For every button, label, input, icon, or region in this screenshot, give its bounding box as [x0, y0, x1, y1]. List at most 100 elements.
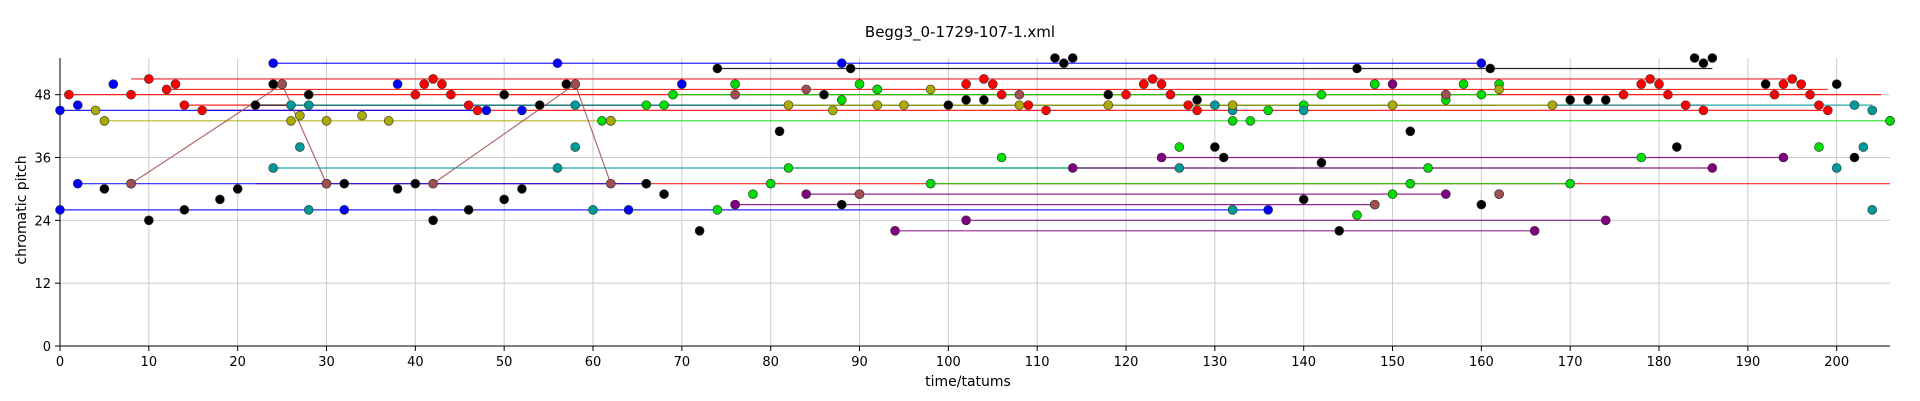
series-2-point	[1583, 95, 1593, 105]
series-2-point	[250, 100, 261, 110]
x-tick-label: 190	[1735, 355, 1760, 370]
series-2-point	[1298, 194, 1309, 205]
series-0-point	[1165, 89, 1176, 100]
x-tick-label: 50	[496, 355, 513, 370]
series-5-point	[828, 105, 838, 116]
series-5-point	[1014, 100, 1025, 110]
series-2-point	[517, 184, 527, 194]
x-tick-label: 20	[229, 355, 246, 370]
series-5-point	[1227, 100, 1238, 110]
series-0-point	[1814, 100, 1824, 110]
series-5-point	[1547, 100, 1558, 110]
series-2-point	[232, 184, 243, 194]
series-3-point	[854, 79, 865, 89]
x-tick-label: 70	[674, 355, 691, 370]
series-4-point	[552, 163, 563, 173]
series-0-point	[1636, 79, 1647, 89]
series-1-point	[1476, 58, 1487, 69]
series-7-point	[605, 178, 616, 189]
series-3-point	[748, 189, 758, 199]
series-7-point	[428, 178, 438, 189]
series-4-point	[1867, 205, 1878, 215]
series-0-point	[996, 89, 1007, 100]
series-4-point	[303, 100, 314, 110]
series-3-point	[730, 79, 740, 89]
series-4-point	[1867, 105, 1878, 116]
series-7-point	[1014, 89, 1025, 100]
series-5-point	[90, 105, 101, 116]
series-7-point	[126, 178, 136, 189]
series-1-point	[836, 58, 847, 69]
y-tick-label: 36	[34, 151, 51, 166]
series-0-point	[1787, 74, 1798, 84]
series-2-point	[1192, 95, 1202, 105]
y-tick-label: 24	[34, 214, 51, 229]
series-1-point	[55, 205, 65, 215]
series-3-point	[1245, 116, 1256, 126]
series-3-point	[1352, 210, 1362, 220]
series-2-point	[1707, 53, 1718, 63]
x-tick-label: 110	[1025, 355, 1050, 370]
series-3-point	[1814, 142, 1824, 152]
series-6-point	[1600, 215, 1611, 226]
series-3-point	[765, 178, 776, 189]
series-7-line	[130, 83, 283, 185]
series-0-point	[1769, 89, 1780, 100]
y-tick-label: 12	[34, 277, 51, 292]
series-2-point	[463, 205, 474, 215]
series-4-point	[268, 163, 279, 173]
series-1-point	[552, 58, 563, 69]
series-2-point	[1565, 95, 1575, 105]
series-1-point	[392, 79, 403, 89]
series-3-point	[668, 89, 678, 100]
series-1-point	[339, 205, 350, 215]
x-tick-label: 200	[1824, 355, 1849, 370]
x-tick-label: 30	[318, 355, 335, 370]
y-tick-label: 0	[43, 340, 51, 355]
series-0-point	[179, 100, 190, 110]
series-5-point	[899, 100, 909, 110]
series-7-point	[730, 89, 740, 100]
series-7-point	[1494, 189, 1504, 199]
x-tick-label: 120	[1114, 355, 1139, 370]
series-7-line	[281, 83, 328, 184]
series-2-point	[179, 205, 190, 215]
series-6-point	[1441, 189, 1451, 199]
series-3-point	[1369, 79, 1380, 89]
series-2-point	[1671, 142, 1682, 152]
series-0-point	[1023, 100, 1034, 110]
series-0-point	[1147, 74, 1158, 84]
series-7-point	[321, 178, 332, 189]
series-2-point	[392, 184, 403, 194]
series-0-point	[197, 105, 207, 116]
series-0-point	[1663, 89, 1673, 100]
series-2-point	[845, 63, 856, 74]
x-tick-label: 90	[851, 355, 868, 370]
series-1-point	[55, 105, 65, 116]
series-3-point	[659, 100, 669, 110]
series-3-point	[783, 163, 794, 173]
series-7-point	[1441, 89, 1451, 100]
series-1-point	[623, 205, 634, 215]
series-2-point	[144, 215, 154, 226]
series-3-point	[996, 152, 1007, 163]
series-2-point	[1849, 152, 1860, 163]
series-3-point	[1387, 189, 1398, 199]
series-4-point	[303, 205, 314, 215]
connection-lines	[60, 62, 1890, 232]
x-tick-label: 60	[585, 355, 602, 370]
series-5-point	[1103, 100, 1114, 110]
series-6-point	[1067, 163, 1078, 173]
series-4-point	[1174, 163, 1185, 173]
grid-lines	[59, 58, 1890, 347]
series-2-point	[1485, 63, 1496, 74]
series-7-point	[801, 84, 812, 95]
series-5-point	[295, 110, 305, 121]
series-7-line	[574, 83, 612, 184]
series-4-point	[1858, 142, 1869, 152]
series-4-point	[1227, 205, 1238, 215]
series-4-point	[1298, 105, 1309, 116]
x-tick-label: 140	[1291, 355, 1316, 370]
series-2-point	[943, 100, 954, 110]
